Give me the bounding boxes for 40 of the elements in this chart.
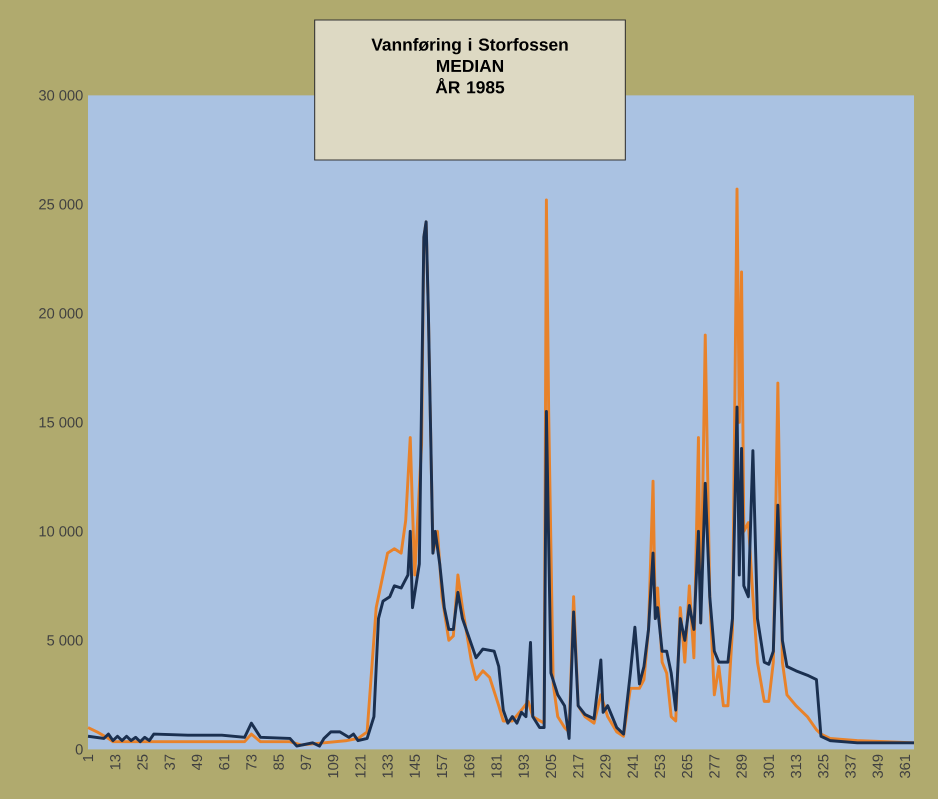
- y-tick-label: 5 000: [47, 635, 83, 646]
- y-tick-label: 30 000: [38, 90, 83, 101]
- x-tick-label: 145: [410, 754, 420, 778]
- x-tick-label: 85: [273, 754, 284, 770]
- x-tick-label: 121: [355, 754, 366, 778]
- x-tick-label: 241: [628, 754, 638, 778]
- x-tick-label: 229: [600, 754, 611, 778]
- chart-subtitle: MEDIAN ÅR 1985: [436, 60, 504, 94]
- x-tick-label: 265: [682, 754, 692, 778]
- x-tick-label: 73: [246, 754, 257, 770]
- x-tick-label: 361: [900, 754, 910, 778]
- x-tick-label: 133: [382, 754, 393, 778]
- x-tick-label: 1: [82, 754, 94, 762]
- chart-title: Vannføring i Storfossen: [371, 38, 568, 54]
- x-tick-label: 313: [790, 754, 802, 778]
- y-tick-label: 15 000: [40, 417, 83, 428]
- x-tick-label: 193: [518, 754, 529, 778]
- x-tick-label: 37: [164, 754, 175, 770]
- x-tick-label: 61: [218, 754, 230, 770]
- x-tick-label: 325: [818, 754, 828, 778]
- x-tick-label: 49: [192, 754, 202, 770]
- x-tick-label: 217: [573, 754, 584, 778]
- x-tick-label: 13: [110, 754, 120, 770]
- y-tick-label: 20 000: [39, 308, 83, 319]
- y-tick-label: 0: [76, 744, 83, 755]
- x-tick-label: 97: [300, 754, 312, 770]
- x-tick-label: 301: [764, 754, 774, 778]
- x-tick-label: 169: [464, 754, 474, 778]
- x-tick-label: 25: [137, 754, 148, 770]
- x-tick-label: 205: [546, 754, 556, 778]
- x-tick-label: 349: [872, 754, 883, 778]
- x-tick-label: 109: [328, 754, 338, 778]
- x-tick-label: 337: [845, 754, 856, 778]
- y-tick-label: 10 000: [40, 526, 83, 537]
- x-tick-label: 277: [709, 754, 720, 778]
- x-tick-label: 289: [736, 754, 747, 778]
- x-tick-label: 253: [654, 754, 666, 778]
- y-tick-label: 25 000: [39, 199, 83, 210]
- x-tick-label: 181: [491, 754, 502, 778]
- x-tick-label: 157: [436, 754, 448, 778]
